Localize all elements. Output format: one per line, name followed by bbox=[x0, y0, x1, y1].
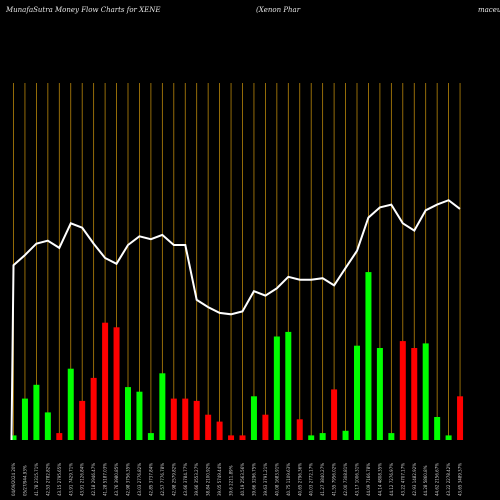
money-flow-bar bbox=[170, 398, 177, 440]
x-tick-label: 39.66 3553.27% bbox=[194, 463, 199, 496]
money-flow-bar bbox=[136, 391, 143, 440]
chart-title-tail: maceu bbox=[478, 6, 500, 14]
x-tick-label: 43.22 4707.17% bbox=[400, 463, 405, 496]
x-tick-label: 40.65 2796.36% bbox=[297, 463, 302, 496]
money-flow-bar bbox=[193, 400, 200, 440]
chart-title-left: MunafaSutra Money Flow Charts for XENE bbox=[6, 6, 161, 14]
money-flow-bar bbox=[113, 327, 120, 440]
x-tick-label: 43.65 3489.37% bbox=[458, 463, 463, 496]
chart-title-right: (Xenon Phar bbox=[256, 6, 301, 14]
money-flow-bar bbox=[365, 272, 372, 440]
money-flow-bar bbox=[44, 412, 51, 440]
money-flow-bar bbox=[411, 348, 418, 440]
x-tick-label: 39.6 2211.89% bbox=[229, 465, 234, 496]
money-flow-bar bbox=[90, 377, 97, 440]
money-flow-bar bbox=[147, 433, 154, 440]
x-tick-label: 41.55 7956.02% bbox=[332, 463, 337, 496]
x-tick-label: 43.03 2776.82% bbox=[137, 463, 142, 496]
x-tick-label: 41.27 3840.27% bbox=[320, 463, 325, 496]
x-tick-label: 38.84 2100.92% bbox=[206, 463, 211, 496]
money-flow-bar bbox=[388, 433, 395, 440]
price-line bbox=[10, 199, 461, 441]
money-flow-bar bbox=[331, 389, 338, 440]
x-tick-label: 43.66 3784.77% bbox=[183, 463, 188, 496]
money-flow-bar bbox=[239, 435, 246, 440]
money-flow-bar bbox=[102, 322, 109, 440]
x-tick-label: 43.17 1006.31% bbox=[355, 463, 360, 496]
x-tick-label: 44.28 5860.8% bbox=[423, 465, 428, 496]
x-tick-label: 39.66 3296.75% bbox=[251, 463, 256, 496]
money-flow-bar bbox=[376, 348, 383, 440]
x-tick-label: 42.98 3756.35% bbox=[126, 463, 131, 496]
money-flow-bar bbox=[216, 421, 223, 440]
x-tick-label: 43.15 2795.65% bbox=[57, 463, 62, 496]
money-flow-bar bbox=[21, 398, 28, 440]
x-tick-label: 40.03 2772.17% bbox=[309, 463, 314, 496]
x-tick-label: 42.57 7776.78% bbox=[160, 463, 165, 496]
money-flow-bar bbox=[296, 419, 303, 440]
x-tick-label: 42.93 1482.92% bbox=[412, 463, 417, 496]
money-flow-bar bbox=[422, 343, 429, 440]
money-flow-bar bbox=[10, 435, 17, 440]
money-flow-bar bbox=[56, 433, 63, 440]
x-tick-label: 04/09/2024 20% bbox=[11, 463, 16, 496]
x-tick-label: 41.78 2315.71% bbox=[34, 463, 39, 496]
x-tick-label: 42.98 2579.82% bbox=[171, 463, 176, 496]
x-tick-label: 42.85 3737.84% bbox=[148, 463, 153, 496]
money-flow-bar bbox=[445, 435, 452, 440]
money-flow-bar bbox=[285, 331, 292, 440]
money-flow-bar bbox=[159, 373, 166, 440]
x-tick-label: 39.63 3791.21% bbox=[263, 463, 268, 496]
money-flow-bar bbox=[79, 400, 86, 440]
x-tick-label: 40.75 1109.63% bbox=[286, 463, 291, 496]
x-tick-label: 42.18 2946.47% bbox=[91, 463, 96, 496]
money-flow-bar bbox=[67, 368, 74, 440]
money-flow-bar bbox=[228, 435, 235, 440]
money-flow-bar bbox=[457, 396, 464, 440]
x-tick-label: 39.05 5749.44% bbox=[217, 463, 222, 496]
money-flow-bar bbox=[319, 433, 326, 440]
money-flow-bar bbox=[273, 336, 280, 440]
money-flow-bar bbox=[205, 414, 212, 440]
x-tick-label: 43.91 2126.84% bbox=[80, 463, 85, 496]
x-tick-label: 40.08 1683.91% bbox=[274, 463, 279, 496]
x-tick-label: 44.62 2156.67% bbox=[435, 463, 440, 496]
x-tick-label: 41.28 5187.03% bbox=[103, 463, 108, 496]
money-flow-bar bbox=[182, 398, 189, 440]
x-tick-label: 44.12 7276.97% bbox=[389, 463, 394, 496]
money-flow-bar bbox=[354, 345, 360, 440]
x-tick-label: 44.09 7166.78% bbox=[366, 463, 371, 496]
money-flow-bar bbox=[125, 387, 131, 440]
x-tick-label: 42.00 7308.81% bbox=[343, 463, 348, 496]
x-tick-label: 42.53 2782.82% bbox=[45, 463, 50, 496]
x-tick-label: 43.22 2278.42% bbox=[446, 463, 451, 496]
x-tick-label: 43.76 3980.85% bbox=[114, 463, 119, 496]
money-flow-bar bbox=[434, 417, 441, 440]
x-tick-label: 40.19 2563.56% bbox=[240, 463, 245, 496]
money-flow-bar bbox=[308, 435, 315, 440]
money-flow-bar bbox=[250, 396, 257, 440]
money-flow-bar bbox=[33, 384, 40, 440]
x-tick-label: 44.14 4808.35% bbox=[377, 463, 382, 496]
money-flow-bar bbox=[342, 430, 349, 440]
money-flow-bar bbox=[399, 341, 406, 440]
x-tick-label: 05/27/944.93% bbox=[22, 465, 27, 496]
money-flow-bar bbox=[262, 414, 269, 440]
x-tick-label: 43.91 7429.71% bbox=[68, 463, 73, 496]
